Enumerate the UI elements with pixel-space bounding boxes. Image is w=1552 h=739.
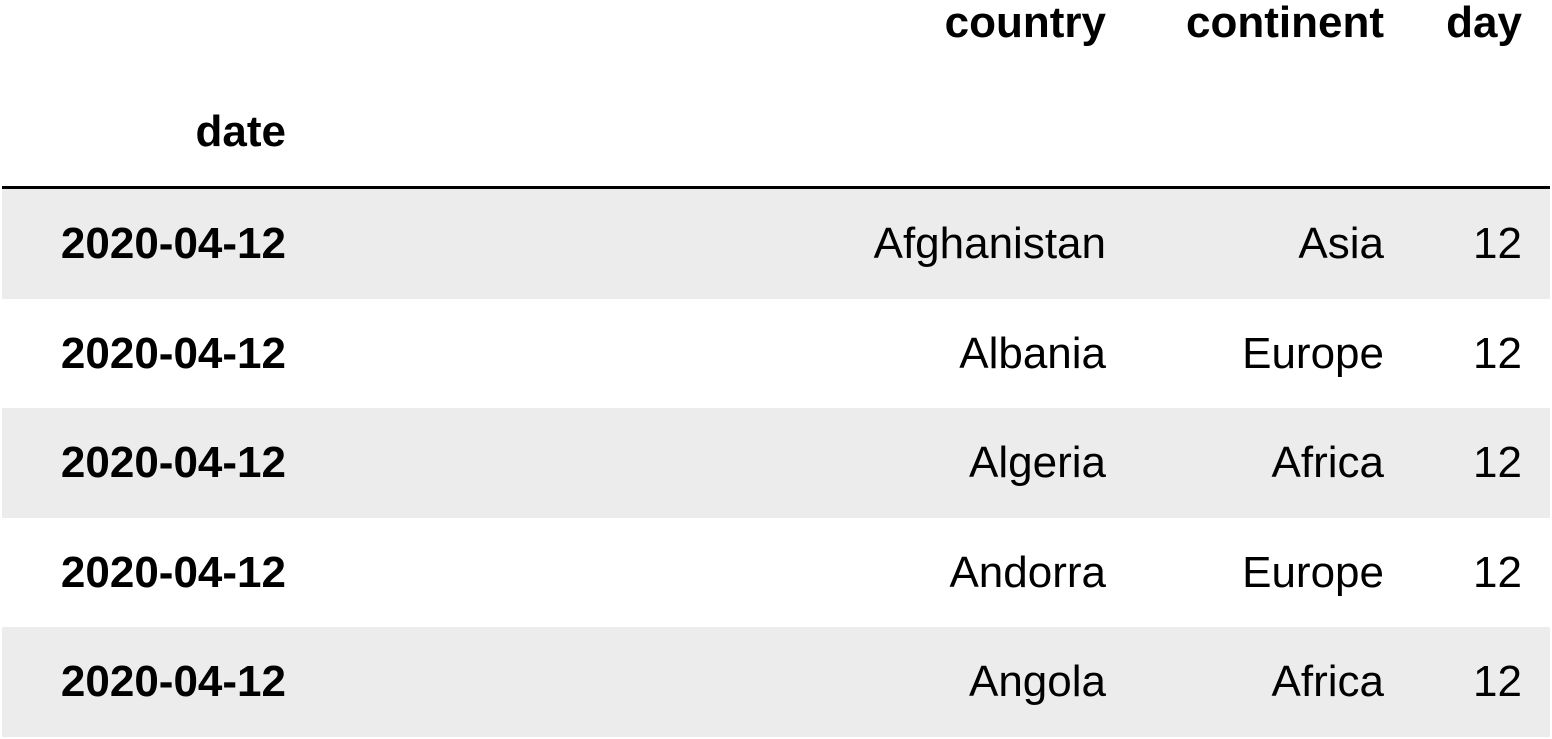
table-body: 2020-04-12 Afghanistan Asia 12 2020-04-1… (2, 189, 1550, 737)
cell-continent: Europe (1242, 547, 1384, 597)
table-row: 2020-04-12 Afghanistan Asia 12 (2, 189, 1550, 299)
cell-continent: Asia (1298, 219, 1384, 268)
column-header-day: day (1446, 0, 1522, 47)
cell-country: Albania (959, 328, 1106, 378)
column-header-continent: continent (1186, 0, 1384, 47)
cell-day: 12 (1473, 328, 1522, 378)
cell-continent: Europe (1242, 328, 1384, 378)
column-header-row: country continent day (0, 0, 1552, 110)
cell-country: Andorra (949, 547, 1106, 597)
row-index-date: 2020-04-12 (60, 438, 286, 487)
table-row: 2020-04-12 Angola Africa 12 (2, 627, 1550, 737)
header-divider (2, 186, 1550, 189)
table-row: 2020-04-12 Algeria Africa 12 (2, 408, 1550, 518)
cell-continent: Africa (1271, 438, 1384, 487)
cell-day: 12 (1473, 219, 1522, 268)
cell-day: 12 (1473, 547, 1522, 597)
row-index-date: 2020-04-12 (60, 547, 286, 597)
column-header-country: country (944, 0, 1106, 47)
table-row: 2020-04-12 Andorra Europe 12 (2, 518, 1550, 628)
index-header-date: date (195, 107, 286, 156)
cell-country: Afghanistan (873, 219, 1106, 268)
cell-day: 12 (1473, 438, 1522, 487)
row-index-date: 2020-04-12 (60, 219, 286, 268)
index-header-row: date (0, 77, 1552, 187)
row-index-date: 2020-04-12 (60, 328, 286, 378)
cell-country: Angola (968, 657, 1106, 706)
cell-day: 12 (1473, 657, 1522, 706)
table-row: 2020-04-12 Albania Europe 12 (2, 299, 1550, 409)
cell-continent: Africa (1271, 657, 1384, 706)
cell-country: Algeria (969, 438, 1106, 487)
row-index-date: 2020-04-12 (60, 657, 286, 706)
